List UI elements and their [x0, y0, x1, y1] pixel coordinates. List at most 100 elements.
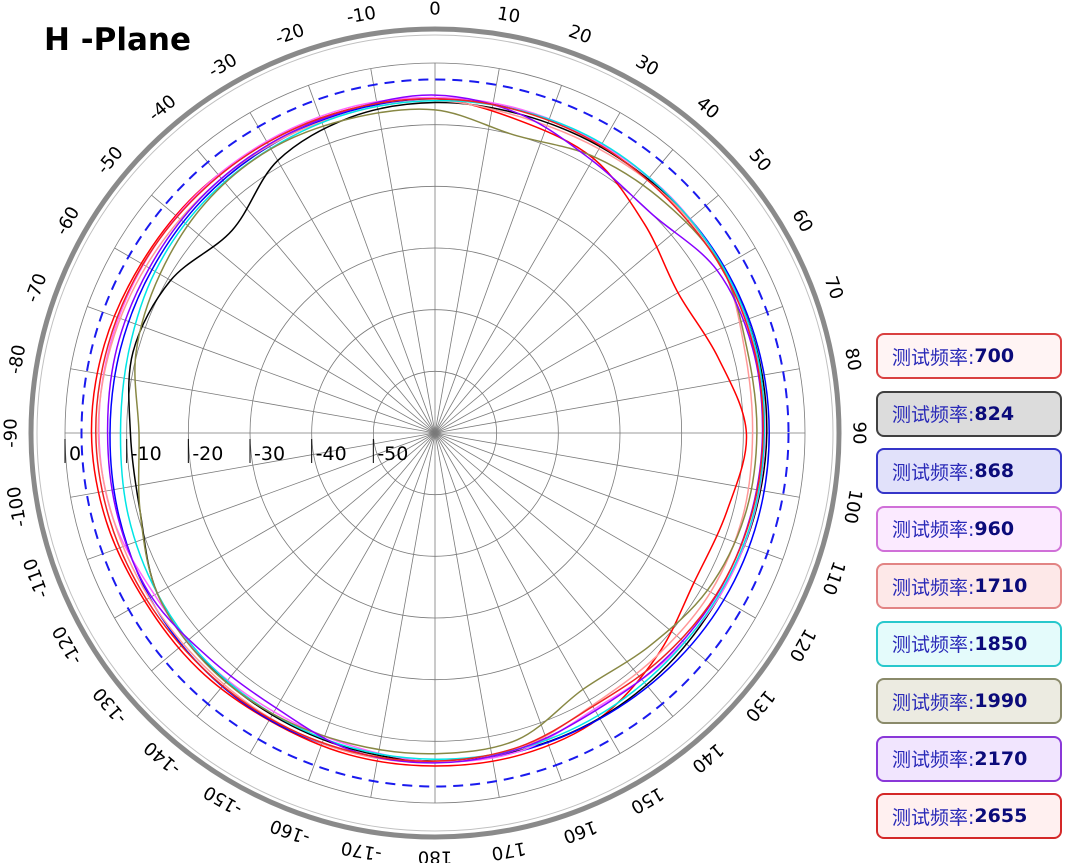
- angle-tick-label: 50: [744, 145, 775, 176]
- grid-spoke: [249, 112, 436, 434]
- legend-item-868: 测试频率: 868: [876, 448, 1062, 494]
- legend-item-value: 824: [974, 402, 1015, 425]
- reference-ring: [80, 78, 790, 788]
- angle-tick-label: -80: [5, 343, 31, 376]
- angle-tick-label: 80: [840, 346, 865, 372]
- grid-spoke: [434, 432, 800, 498]
- grid-spoke: [434, 68, 500, 434]
- radial-tick-label: -20: [192, 443, 223, 465]
- legend-item-value: 2170: [974, 747, 1028, 770]
- grid-spoke: [434, 432, 500, 798]
- angle-tick-label: -110: [20, 555, 54, 601]
- legend-item-label: 测试频率:: [892, 346, 975, 369]
- angle-tick-label: 10: [496, 3, 522, 28]
- angle-tick-label: -90: [1, 418, 22, 447]
- angle-tick-label: -100: [4, 485, 32, 529]
- grid-spoke: [434, 112, 621, 434]
- series-line-2170: [106, 94, 764, 764]
- outer-ring: [28, 26, 842, 840]
- legend-item-value: 1710: [974, 575, 1028, 597]
- angle-tick-label: 110: [818, 558, 849, 597]
- grid-spoke: [114, 247, 436, 434]
- grid-spoke: [196, 432, 436, 717]
- legend-item-value: 2655: [974, 805, 1028, 827]
- angle-tick-label: -50: [93, 142, 128, 178]
- grid-spoke: [434, 194, 719, 434]
- legend-item-value: 700: [974, 345, 1015, 367]
- series-line-700: [90, 97, 748, 767]
- grid-spoke: [434, 85, 562, 434]
- radial-tick-label: -30: [254, 443, 285, 465]
- legend-item-700: 测试频率: 700: [876, 333, 1062, 379]
- angle-tick-label: 40: [692, 93, 723, 124]
- grid-spoke: [434, 368, 800, 434]
- grid-spoke: [308, 432, 436, 781]
- grid-spoke: [308, 85, 436, 434]
- polar-plot: 0 -10 -20 -30 -40 -50 0 10 20 30 40 50 60 70 80 90 100 11…: [1, 0, 870, 863]
- legend-item-value: 868: [974, 460, 1015, 482]
- angle-tick-label: -20: [273, 20, 308, 50]
- angle-tick-label: -60: [51, 203, 84, 239]
- grid-spoke: [434, 432, 756, 619]
- angle-tick-label: -70: [22, 271, 52, 306]
- angle-tick-label: 170: [490, 837, 527, 863]
- legend-item-960: 测试频率: 960: [876, 505, 1062, 552]
- legend-item-2170: 测试频率: 2170: [876, 735, 1062, 782]
- grid-spoke: [70, 368, 436, 434]
- angle-tick-label: -160: [267, 815, 313, 849]
- grid-spoke: [87, 432, 436, 560]
- angle-tick-label: -170: [339, 837, 383, 863]
- grid-spoke: [370, 432, 436, 798]
- angle-tick-label: 160: [560, 816, 599, 847]
- angle-tick-label: 60: [787, 206, 817, 236]
- grid-spoke: [370, 68, 436, 434]
- angle-tick-label: 90: [849, 422, 870, 445]
- legend-item-2655: 测试频率: 2655: [876, 793, 1062, 839]
- grid-spoke: [196, 149, 436, 434]
- angle-tick-label: -40: [144, 91, 180, 126]
- series-line-1850: [119, 99, 766, 760]
- series-line-2655: [95, 98, 764, 762]
- legend-item-label: 测试频率:: [892, 806, 975, 829]
- grid-spoke: [151, 194, 436, 434]
- grid-spoke: [87, 306, 436, 434]
- angle-tick-label: 0: [429, 0, 440, 20]
- legend-item-label: 测试频率:: [892, 634, 975, 656]
- angle-tick-label: 180: [418, 847, 452, 863]
- angle-tick-label: 70: [820, 274, 848, 303]
- radial-tick-label: -50: [377, 443, 408, 465]
- angle-tick-label: -30: [205, 49, 241, 82]
- grid-spoke: [434, 432, 562, 781]
- legend-item-1710: 测试频率: 1710: [876, 563, 1062, 609]
- grid-spoke: [70, 432, 436, 498]
- angle-tick-label: 100: [839, 488, 866, 525]
- legend-item-label: 测试频率:: [892, 691, 975, 714]
- legend-item-label: 测试频率:: [892, 404, 975, 426]
- grid-spoke: [114, 432, 436, 619]
- grid: [64, 62, 806, 804]
- legend-item-1850: 测试频率: 1850: [876, 620, 1062, 667]
- radial-tick-label: -40: [316, 443, 347, 465]
- legend-item-label: 测试频率:: [892, 519, 975, 541]
- radial-tick-label: 0: [69, 443, 81, 465]
- grid-spoke: [151, 432, 436, 672]
- legend-item-1990: 测试频率: 1990: [876, 678, 1062, 724]
- grid-spoke: [434, 432, 621, 754]
- chart-title: H -Plane: [44, 22, 191, 58]
- legend-item-value: 1990: [974, 690, 1028, 712]
- grid-spoke: [434, 306, 783, 434]
- radial-labels: 0 -10 -20 -30 -40 -50: [64, 439, 408, 465]
- grid-spoke: [249, 432, 436, 754]
- angle-tick-label: 20: [566, 21, 595, 49]
- angle-tick-label: 30: [632, 51, 662, 81]
- grid-spoke: [434, 247, 756, 434]
- series-group: [90, 94, 770, 767]
- legend-item-label: 测试频率:: [892, 576, 975, 599]
- legend-item-label: 测试频率:: [892, 749, 975, 771]
- grid-spoke: [434, 432, 674, 717]
- grid-spoke: [434, 432, 783, 560]
- angle-tick-label: -10: [345, 3, 378, 29]
- inner-rim: [36, 34, 834, 832]
- legend-item-824: 测试频率: 824: [876, 390, 1062, 437]
